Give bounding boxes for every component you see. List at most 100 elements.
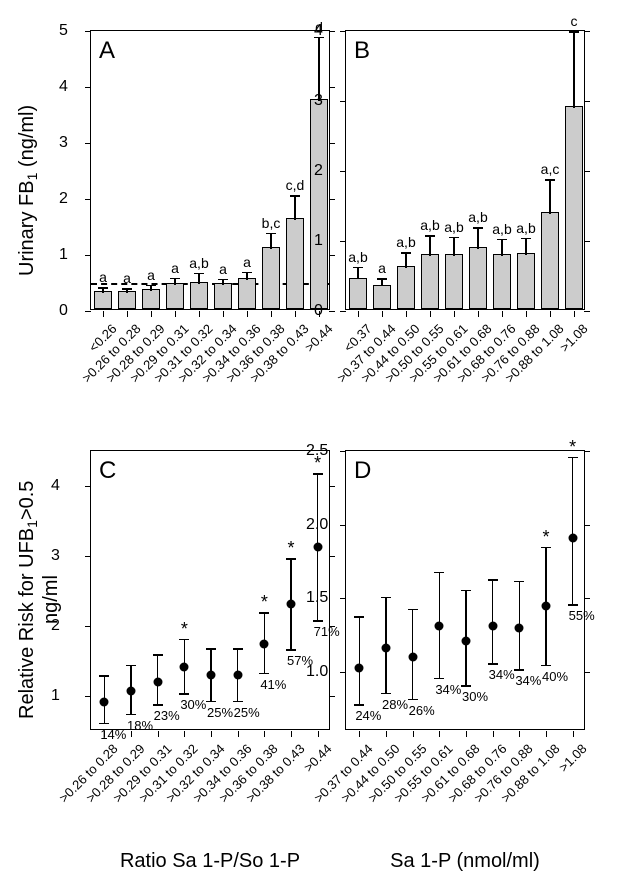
bar (565, 106, 583, 309)
sig-label: b,c (262, 215, 281, 231)
sig-label: a,b (189, 255, 208, 271)
xlabel-left: Ratio Sa 1-P/So 1-P (90, 850, 330, 873)
ytick-label: 0 (59, 302, 85, 320)
bar (94, 291, 112, 309)
star-icon: * (287, 538, 294, 559)
sig-label: c,d (286, 177, 305, 193)
panel-label: B (354, 37, 370, 65)
data-point (180, 662, 189, 671)
star-icon: * (261, 592, 268, 613)
bar (166, 283, 184, 309)
bar (469, 247, 487, 309)
panel-label: A (99, 37, 115, 65)
percent-label: 25% (234, 705, 260, 720)
ylabel-top: Urinary FB1 (ng/ml) (16, 90, 40, 290)
ytick-label: 2 (59, 190, 85, 208)
sig-label: a (123, 270, 131, 286)
sig-label: a (171, 260, 179, 276)
ytick-label: 0 (314, 302, 340, 320)
bar (349, 278, 367, 310)
percent-label: 34% (435, 682, 461, 697)
data-point (233, 671, 242, 680)
xlabel-right: Sa 1-P (nmol/ml) (345, 850, 585, 873)
panel-C: C123414%>0.26 to 0.2818%>0.28 to 0.2923%… (90, 450, 330, 730)
sig-label: a (99, 269, 107, 285)
ytick-label: 5 (59, 22, 85, 40)
ytick-label: 1.5 (306, 589, 340, 607)
star-icon: * (569, 437, 576, 458)
bar (373, 285, 391, 310)
ytick-label: 2 (51, 617, 85, 635)
ytick-label: 1 (59, 246, 85, 264)
ytick-label: 3 (314, 92, 340, 110)
ytick-label: 3 (51, 547, 85, 565)
sig-label: a,b (516, 220, 535, 236)
percent-label: 41% (260, 677, 286, 692)
data-point (207, 671, 216, 680)
data-point (435, 622, 444, 631)
data-point (568, 533, 577, 542)
bar (493, 254, 511, 309)
data-point (355, 663, 364, 672)
bar (190, 282, 208, 309)
sig-label: a,b (420, 217, 439, 233)
ytick-label: 4 (314, 22, 340, 40)
star-icon: * (181, 619, 188, 640)
bar (421, 254, 439, 309)
bar (238, 278, 256, 309)
ytick-label: 3 (59, 134, 85, 152)
data-point (153, 678, 162, 687)
bar (142, 289, 160, 309)
ytick-label: 4 (51, 477, 85, 495)
panel-label: D (354, 457, 371, 485)
sig-label: a (147, 267, 155, 283)
data-point (313, 542, 322, 551)
sig-label: a (243, 254, 251, 270)
percent-label: 28% (382, 697, 408, 712)
percent-label: 30% (180, 697, 206, 712)
panel-D: D1.01.52.02.524%>0.37 to 0.4428%>0.44 to… (345, 450, 585, 730)
ytick-label: 1.0 (306, 663, 340, 681)
percent-label: 25% (207, 705, 233, 720)
sig-label: c (571, 13, 578, 29)
data-point (382, 644, 391, 653)
panel-A: A012345a<0.26a>0.26 to 0.28a>0.28 to 0.2… (90, 30, 330, 310)
star-icon: * (542, 527, 549, 548)
data-point (515, 623, 524, 632)
bar (286, 218, 304, 309)
data-point (287, 599, 296, 608)
panel-B: B01234a,b<0.37a>0.37 to 0.44a,b>0.44 to … (345, 30, 585, 310)
data-point (488, 622, 497, 631)
bar (214, 283, 232, 309)
bar (541, 212, 559, 309)
sig-label: a (219, 261, 227, 277)
sig-label: a,b (468, 209, 487, 225)
percent-label: 55% (569, 608, 595, 623)
bar (517, 253, 535, 309)
data-point (127, 687, 136, 696)
percent-label: 26% (409, 703, 435, 718)
data-point (408, 653, 417, 662)
bar (262, 247, 280, 309)
data-point (542, 601, 551, 610)
ytick-label: 1 (314, 232, 340, 250)
bar (445, 254, 463, 309)
ytick-label: 4 (59, 78, 85, 96)
percent-label: 34% (515, 673, 541, 688)
bar (397, 266, 415, 309)
percent-label: 34% (489, 667, 515, 682)
data-point (260, 639, 269, 648)
sig-label: a,b (444, 219, 463, 235)
percent-label: 71% (314, 624, 340, 639)
ytick-label: 1 (51, 687, 85, 705)
sig-label: a,c (541, 161, 560, 177)
data-point (100, 697, 109, 706)
percent-label: 24% (355, 708, 381, 723)
ytick-label: 2.0 (306, 516, 340, 534)
sig-label: a,b (492, 221, 511, 237)
percent-label: 40% (542, 669, 568, 684)
ytick-label: 2.5 (306, 442, 340, 460)
sig-label: a,b (396, 234, 415, 250)
sig-label: a,b (348, 249, 367, 265)
percent-label: 23% (154, 708, 180, 723)
